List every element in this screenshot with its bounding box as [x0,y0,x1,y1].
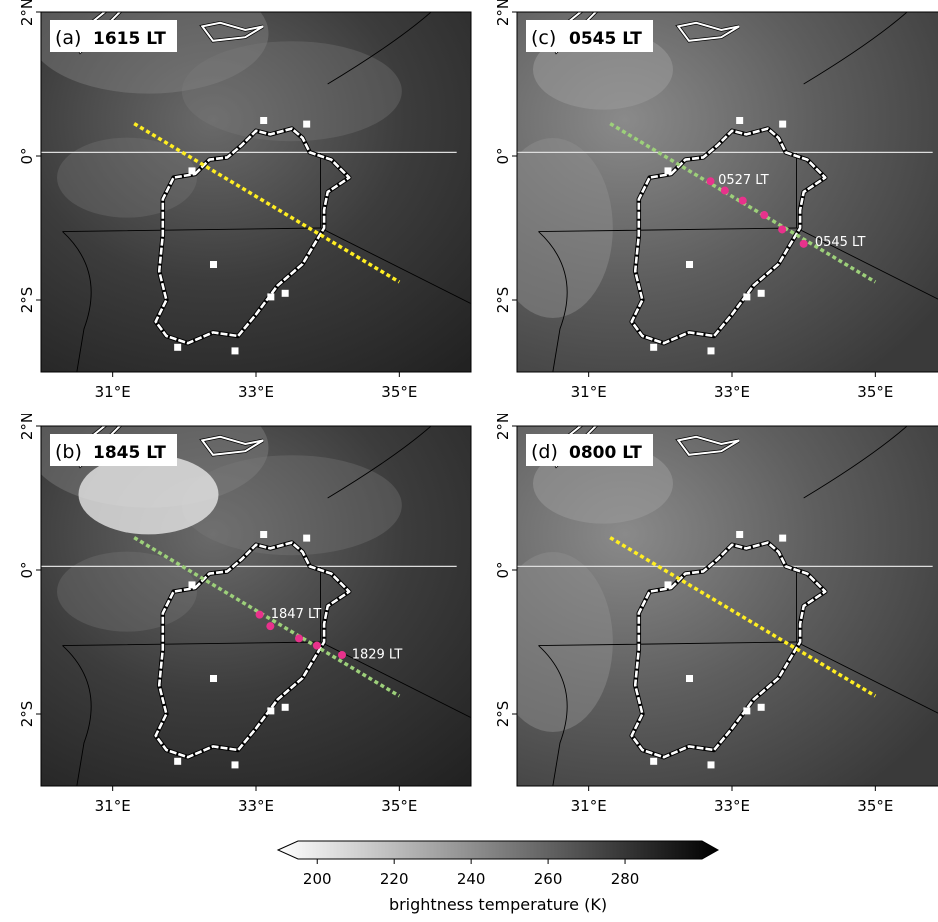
island [736,531,743,538]
map-panel-b: 1847 LT 1829 LT (b) 1845 LT 31°E 33°E 35°E 2°N 0… [0,414,474,832]
panel-letter: (d) [531,441,558,463]
lon-tick-label: 31°E [571,383,607,401]
time-annotation: 1847 LT [271,607,322,622]
island [758,704,765,711]
island [267,707,274,714]
panel-letter: (a) [55,27,81,49]
lon-tick-label: 33°E [238,383,274,401]
island [665,167,672,174]
island [665,581,672,588]
map-svg-a: (a) 1615 LT 31°E 33°E 35°E 2°N 0° 2°S [0,0,474,414]
island [650,344,657,351]
lon-tick-label: 35°E [857,383,893,401]
storm-marker [338,651,346,659]
colorbar-tick-label: 240 [457,870,486,888]
storm-marker [295,634,303,642]
island [174,758,181,765]
island [758,290,765,297]
map-panel-a: (a) 1615 LT 31°E 33°E 35°E 2°N 0° 2°S [0,0,474,418]
lat-tick-label: 0° [18,147,36,164]
lon-tick-label: 35°E [381,383,417,401]
island [232,761,239,768]
storm-marker [760,211,768,219]
island [779,535,786,542]
island [708,347,715,354]
lat-tick-label: 2°N [494,414,512,440]
island [282,290,289,297]
storm-marker [707,177,715,185]
panel-time: 0800 LT [569,443,642,463]
lat-tick-label: 0° [18,561,36,578]
colorbar-svg: 200 220 240 260 280 brightness temperature (… [270,838,730,918]
cloud-patch [182,41,402,141]
storm-marker [256,611,264,619]
island [189,581,196,588]
island [743,707,750,714]
colorbar-title: brightness temperature (K) [389,895,607,914]
map-svg-b: 1847 LT 1829 LT (b) 1845 LT 31°E 33°E 35°E 2°N 0… [0,414,474,828]
island [174,344,181,351]
island [282,704,289,711]
island [303,535,310,542]
lat-tick-label: 0° [494,147,512,164]
panel-letter: (b) [55,441,82,463]
island [650,758,657,765]
island [189,167,196,174]
time-annotation: 1829 LT [352,648,403,663]
colorbar-bar [278,841,718,859]
lon-tick-label: 33°E [714,383,750,401]
cloud-patch [79,454,219,534]
map-panel-d: (d) 0800 LT 31°E 33°E 35°E 2°N 0° 2°S [476,414,938,832]
lat-tick-label: 2°N [18,414,36,440]
island [743,293,750,300]
lat-tick-label: 2°N [18,0,36,26]
island [232,347,239,354]
island [267,293,274,300]
island [303,121,310,128]
colorbar: 200 220 240 260 280 brightness temperature (… [270,838,730,918]
colorbar-tick-label: 220 [380,870,409,888]
colorbar-tick-label: 280 [611,870,640,888]
map-svg-c: 0527 LT 0545 LT (c) 0545 LT 31°E 33°E 35°E 2°N 0… [476,0,938,414]
storm-marker [800,240,808,248]
island [260,531,267,538]
lat-tick-label: 2°S [18,701,36,728]
lat-tick-label: 2°S [494,287,512,314]
lat-tick-label: 2°S [494,701,512,728]
map-svg-d: (d) 0800 LT 31°E 33°E 35°E 2°N 0° 2°S [476,414,938,828]
lon-tick-label: 33°E [238,797,274,815]
lon-tick-label: 33°E [714,797,750,815]
island [779,121,786,128]
colorbar-tick-label: 200 [303,870,332,888]
storm-marker [778,225,786,233]
lon-tick-label: 31°E [95,797,131,815]
time-annotation: 0545 LT [815,235,866,250]
lat-tick-label: 2°N [494,0,512,26]
storm-marker [313,642,321,650]
island [210,261,217,268]
lat-tick-label: 2°S [18,287,36,314]
lon-tick-label: 35°E [381,797,417,815]
panel-time: 1615 LT [93,29,166,49]
storm-marker [739,197,747,205]
island [736,117,743,124]
panel-time: 1845 LT [93,443,166,463]
lat-tick-label: 0° [494,561,512,578]
colorbar-tick-label: 260 [534,870,563,888]
lon-tick-label: 35°E [857,797,893,815]
lon-tick-label: 31°E [95,383,131,401]
lon-tick-label: 31°E [571,797,607,815]
panel-letter: (c) [531,27,556,49]
island [260,117,267,124]
storm-marker [266,622,274,630]
island [686,675,693,682]
panel-time: 0545 LT [569,29,642,49]
map-panel-c: 0527 LT 0545 LT (c) 0545 LT 31°E 33°E 35°E 2°N 0… [476,0,938,418]
time-annotation: 0527 LT [718,173,769,188]
island [210,675,217,682]
island [708,761,715,768]
island [686,261,693,268]
